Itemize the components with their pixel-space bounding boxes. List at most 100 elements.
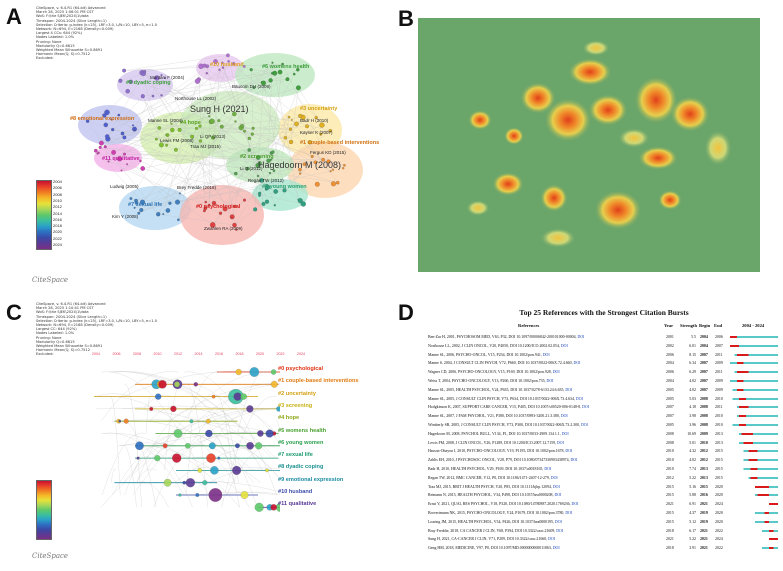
network-node xyxy=(246,166,250,171)
reference-citation: Manne S, 2004, J CONSULT CLIN PSYCH, V72… xyxy=(428,361,573,366)
doi-link[interactable]: DOI xyxy=(560,343,568,348)
network-node xyxy=(283,135,288,140)
timeline-year-label: 2008 xyxy=(133,352,141,356)
network-edge xyxy=(111,119,286,138)
network-edge xyxy=(142,126,201,203)
doi-link[interactable]: DOI xyxy=(575,396,583,401)
citation-burst-row: Manne SL, 2005, HEALTH PSYCHOL, V24, P63… xyxy=(428,386,780,394)
citation-burst-row: Ben-Zur H, 2001, PSYCHOSOM MED, V63, P32… xyxy=(428,333,780,341)
reference-year: 2002 xyxy=(666,343,674,348)
citation-burst-row: Geng HM, 2018, MEDICINE, V97, P0, DOI 10… xyxy=(428,544,780,552)
doi-link[interactable]: DOI xyxy=(548,537,556,542)
network-node xyxy=(165,208,171,213)
timeline-arcs xyxy=(94,370,280,508)
network-node xyxy=(270,158,273,161)
doi-link[interactable]: DOI xyxy=(565,449,573,454)
doi-link[interactable]: DOI xyxy=(554,519,562,524)
timeline-year-label: 2012 xyxy=(174,352,182,356)
doi-link[interactable]: DOI xyxy=(542,352,550,357)
network-node xyxy=(268,78,273,83)
burst-end: 2020 xyxy=(715,493,723,498)
network-node xyxy=(296,68,300,72)
doi-link[interactable]: DOI xyxy=(580,423,588,427)
timeline-cluster-label: #4 hope xyxy=(278,415,300,422)
doi-link[interactable]: DOI xyxy=(546,379,554,383)
doi-link[interactable]: DOI xyxy=(570,458,578,463)
doi-link[interactable]: DOI xyxy=(571,502,579,507)
network-edge xyxy=(296,117,317,125)
network-edge xyxy=(100,63,283,148)
heat-hotspot xyxy=(540,228,576,248)
reference-year: 2008 xyxy=(666,431,674,436)
doi-link[interactable]: DOI xyxy=(554,493,562,498)
network-node xyxy=(85,119,90,123)
network-node xyxy=(232,62,236,66)
burst-strength: 6.29 xyxy=(689,370,696,375)
network-node xyxy=(120,131,125,136)
doi-link[interactable]: DOI xyxy=(550,475,558,480)
author-label: Kayser K (2007) xyxy=(300,130,333,135)
timeline-node xyxy=(206,418,211,424)
burst-timeline-bar xyxy=(730,538,778,541)
burst-timeline-bar xyxy=(730,371,778,374)
timeline-node xyxy=(232,465,242,475)
burst-timeline-bar xyxy=(730,424,778,426)
doi-link[interactable]: DOI xyxy=(552,546,560,551)
reference-text: Manne SL, 2007, J FAM PSYCHOL, V21, P380… xyxy=(428,414,664,418)
network-edge xyxy=(169,73,275,204)
doi-link[interactable]: DOI xyxy=(582,405,590,410)
reference-year: 2010 xyxy=(666,449,674,454)
timeline-node xyxy=(149,407,154,411)
network-node xyxy=(194,78,201,84)
burst-timeline-bar xyxy=(730,388,778,391)
timeline-node xyxy=(270,504,277,511)
network-node xyxy=(298,113,303,118)
network-edge xyxy=(298,87,323,126)
timeline-arc xyxy=(110,371,272,459)
doi-link[interactable]: DOI xyxy=(552,484,560,489)
network-node xyxy=(209,222,216,228)
timeline-cluster-label: #0 psychological xyxy=(278,366,324,372)
network-edge xyxy=(113,73,275,153)
reference-citation: Hasson-Ohayon I, 2010, PSYCHO-ONCOLOGY, … xyxy=(428,449,565,454)
cluster-hull-emotional-expression xyxy=(78,105,142,145)
cluster-hull-couple-interventions xyxy=(287,142,363,198)
network-edge xyxy=(212,121,259,158)
doi-link[interactable]: DOI xyxy=(552,370,560,375)
reference-year: 2001 xyxy=(666,335,674,339)
network-edge xyxy=(164,77,237,230)
doi-link[interactable]: DOI xyxy=(561,431,569,436)
burst-strength: 3.96 xyxy=(689,423,696,427)
network-edge xyxy=(215,61,259,166)
doi-link[interactable]: DOI xyxy=(565,387,573,392)
network-edge xyxy=(164,77,212,122)
cluster-label-womens-health: #6 womens health xyxy=(262,64,310,70)
network-node xyxy=(302,162,307,166)
network-edge xyxy=(100,147,338,183)
metadata-line: March 28, 2025 1:06:01 PM CST xyxy=(36,10,94,15)
citation-burst-row: Manne SL, 2005, J CONSULT CLIN PSYCH, V7… xyxy=(428,395,780,403)
burst-strength: 6.17 xyxy=(689,528,696,533)
doi-link[interactable]: DOI xyxy=(544,467,552,471)
timeline-node xyxy=(270,369,277,375)
author-label: Zwahlen RA (2009) xyxy=(204,226,243,231)
citation-burst-row: Reimann N, 2015, HEALTH PSYCHOL, V34, P4… xyxy=(428,491,780,499)
doi-link[interactable]: DOI xyxy=(565,511,573,515)
network-node xyxy=(273,189,279,194)
doi-link[interactable]: DOI xyxy=(560,414,568,419)
network-node xyxy=(247,136,251,141)
doi-link[interactable]: DOI xyxy=(556,440,564,445)
network-node xyxy=(134,201,139,205)
timeline-arc xyxy=(98,396,236,483)
burst-timeline-bar xyxy=(730,547,778,550)
timeline-arc xyxy=(149,407,181,422)
reference-year: 2008 xyxy=(666,440,674,445)
burst-timeline-bar xyxy=(730,512,778,514)
metadata-line: CiteSpace, v. 6.4.R1 (64-bit) Advanced xyxy=(36,6,106,10)
doi-link[interactable]: DOI xyxy=(573,361,581,366)
burst-begin: 2013 xyxy=(700,475,708,480)
doi-link[interactable]: DOI xyxy=(577,335,585,339)
timeline-node xyxy=(265,468,269,473)
burst-strength: 5.16 xyxy=(689,484,696,489)
doi-link[interactable]: DOI xyxy=(556,528,564,533)
